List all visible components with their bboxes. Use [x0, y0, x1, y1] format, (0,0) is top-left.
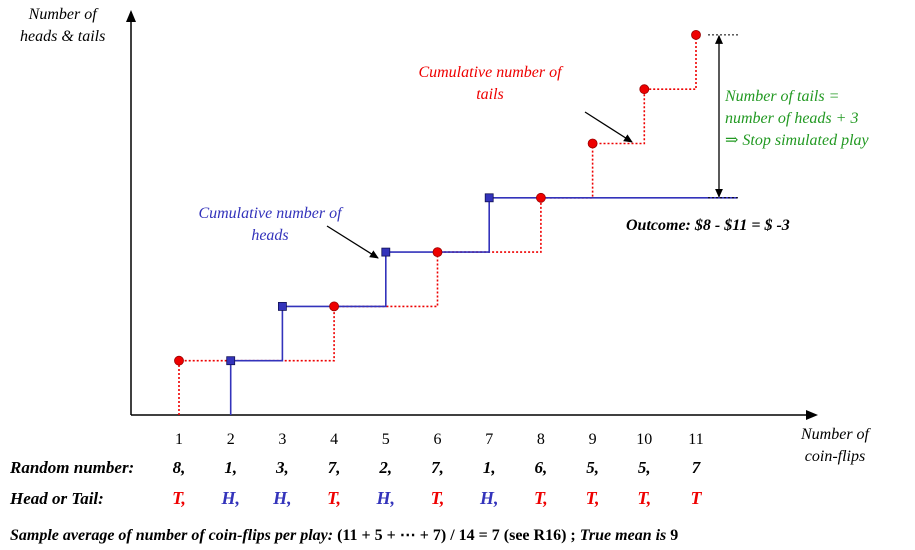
footer-italic-part: Sample average of number of coin-flips p…	[10, 527, 334, 544]
tails-point	[329, 301, 340, 312]
tails-point	[536, 192, 546, 203]
x-tick-label: 11	[688, 431, 703, 448]
head-tail-value: T	[691, 488, 703, 508]
footer-formula: (11 + 5 + ⋯ + 7) / 14 = 7 (see R16) ;	[333, 527, 580, 544]
random-number-value: 1,	[224, 458, 237, 477]
x-tick-label: 3	[278, 431, 286, 448]
head-tail-value: H,	[272, 488, 292, 508]
stop-annotation-line-2: number of heads + 3	[725, 110, 859, 127]
x-tick-label: 1	[175, 431, 183, 448]
stop-annotation-line-3: ⇒ Stop simulated play	[725, 132, 869, 149]
random-number-value: 3,	[275, 458, 289, 477]
y-axis-arrowhead	[126, 10, 136, 22]
tails-point	[587, 138, 598, 149]
heads-point	[226, 356, 236, 366]
head-tail-value: T,	[637, 488, 651, 508]
stop-annotation-line-1: Number of tails =	[725, 88, 840, 105]
tails-point	[174, 355, 184, 366]
x-axis-label-line-1: Number of	[801, 426, 869, 443]
x-tick-label: 10	[636, 431, 652, 448]
x-tick-label: 2	[227, 431, 235, 448]
heads-pointer-arrow	[326, 225, 379, 259]
heads-point	[277, 301, 287, 311]
random-number-value: 5,	[586, 458, 599, 477]
heads-point	[484, 193, 494, 203]
random-number-value: 7,	[431, 458, 444, 477]
random-number-value: 1,	[483, 458, 496, 477]
tails-point	[691, 30, 701, 40]
y-axis-label-line-1: Number of	[28, 6, 97, 23]
random-number-value: 2,	[378, 458, 392, 477]
tails-annotation-line-1: Cumulative number of	[418, 64, 562, 81]
x-tick-label: 8	[537, 431, 545, 448]
head-tail-value: H,	[376, 488, 396, 508]
random-number-row-label: Random number:	[10, 458, 135, 477]
random-number-value: 5,	[638, 458, 651, 477]
x-axis-label: Number of coin-flips	[780, 424, 890, 468]
head-tail-value: H,	[220, 488, 240, 508]
heads-step-line	[229, 197, 738, 415]
tails-annotation: Cumulative number of tails	[385, 62, 595, 106]
x-axis-arrowhead	[806, 410, 818, 420]
heads-point	[381, 247, 391, 257]
head-tail-value: T,	[586, 488, 600, 508]
y-axis-label-line-2: heads & tails	[20, 28, 106, 45]
head-tail-row-label: Head or Tail:	[10, 489, 104, 508]
random-number-value: 8,	[173, 458, 186, 477]
head-tail-value: T,	[534, 488, 548, 508]
tails-point	[639, 84, 650, 95]
head-tail-value: H,	[479, 488, 499, 508]
outcome-text: Outcome: $8 - $11 = $ -3	[626, 217, 790, 234]
tails-pointer-arrow	[584, 111, 633, 143]
head-tail-value: T,	[327, 488, 341, 508]
footer-summary: Sample average of number of coin-flips p…	[10, 525, 678, 545]
random-number-value: 6,	[535, 458, 548, 477]
y-axis-label: Number of heads & tails	[20, 4, 105, 48]
random-number-value: 7,	[328, 458, 341, 477]
stop-annotation: Number of tails = number of heads + 3 ⇒ …	[725, 86, 915, 152]
tails-annotation-line-2: tails	[476, 86, 504, 103]
x-tick-label: 4	[330, 431, 338, 448]
x-tick-label: 9	[589, 431, 597, 448]
footer-end-value: 9	[670, 527, 679, 544]
x-tick-label: 7	[485, 431, 493, 448]
heads-annotation: Cumulative number of heads	[165, 203, 375, 247]
x-tick-label: 5	[382, 431, 390, 448]
head-tail-value: T,	[431, 488, 445, 508]
random-number-value: 7	[692, 458, 702, 477]
tails-point	[432, 247, 443, 258]
x-axis-label-line-2: coin-flips	[804, 448, 866, 465]
heads-annotation-line-1: Cumulative number of	[198, 205, 342, 222]
x-tick-label: 6	[434, 431, 442, 448]
heads-annotation-line-2: heads	[251, 227, 289, 244]
footer-italic-end: True mean is	[579, 527, 671, 544]
head-tail-value: T,	[172, 488, 186, 508]
